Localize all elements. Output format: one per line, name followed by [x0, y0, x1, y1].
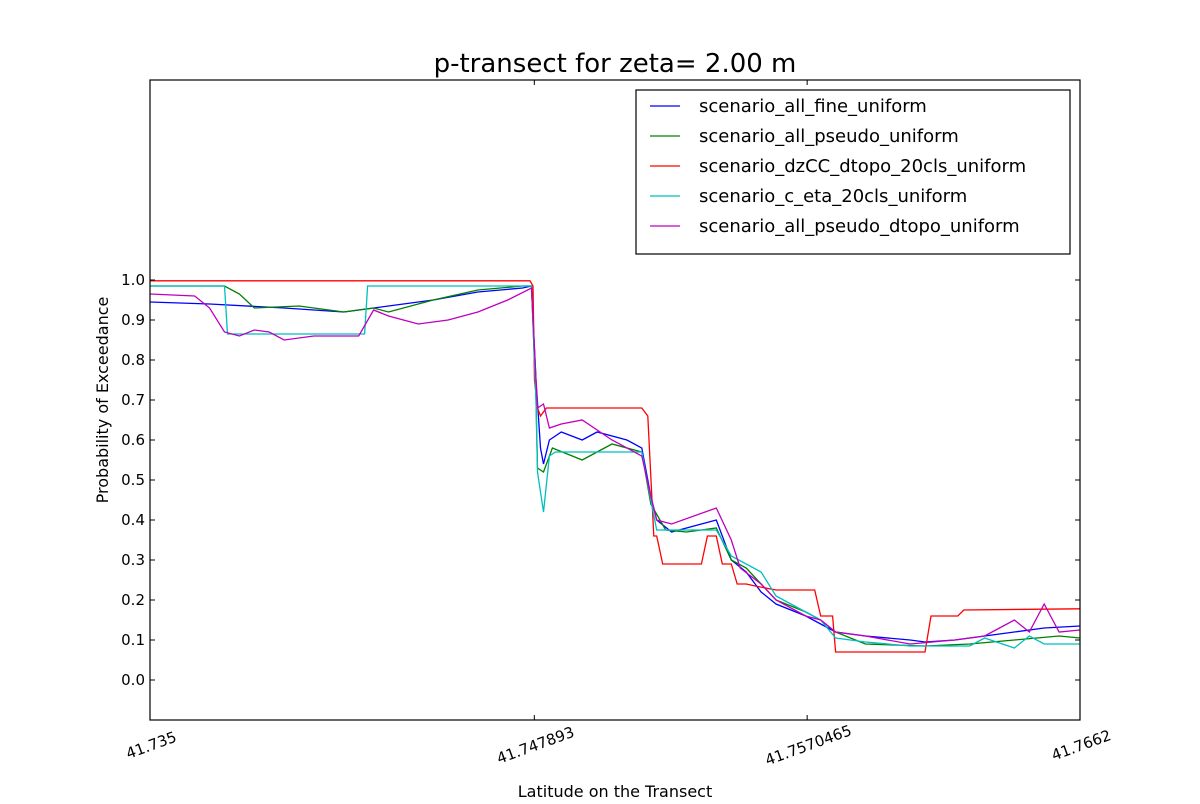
y-tick-label: 0.4 — [121, 511, 145, 529]
legend: scenario_all_fine_uniform scenario_all_ps… — [635, 89, 1071, 255]
series-line-4 — [149, 286, 1081, 645]
y-tick-label: 0.7 — [121, 391, 145, 409]
y-tick-label: 0.3 — [121, 551, 145, 569]
x-tick-label: 41.747893 — [494, 723, 576, 768]
y-tick-label: 1.0 — [121, 271, 145, 289]
series-line-2 — [150, 280, 1081, 653]
y-tick-label: 0.1 — [121, 631, 145, 649]
y-tick-label: 0.2 — [121, 591, 145, 609]
x-tick-label: 41.7570465 — [763, 721, 854, 769]
legend-label-0: scenario_all_fine_uniform — [699, 96, 927, 117]
legend-label-1: scenario_all_pseudo_uniform — [699, 126, 959, 147]
series-line-3 — [150, 285, 1080, 649]
x-axis-label: Latitude on the Transect — [518, 782, 713, 800]
legend-label-3: scenario_c_eta_20cls_uniform — [699, 186, 967, 207]
series-layer — [149, 280, 1081, 653]
legend-label-2: scenario_dzCC_dtopo_20cls_uniform — [699, 156, 1026, 177]
y-tick-label: 0.9 — [121, 311, 145, 329]
legend-box — [635, 89, 1071, 255]
y-axis-label: Probability of Exceedance — [93, 297, 112, 504]
y-tick-label: 0.0 — [121, 671, 145, 689]
series-line-1 — [150, 285, 1081, 647]
chart-title: p-transect for zeta= 2.00 m — [434, 49, 797, 79]
legend-label-4: scenario_all_pseudo_dtopo_uniform — [699, 216, 1020, 237]
y-tick-label: 0.6 — [121, 431, 145, 449]
x-tick-label: 41.735 — [124, 728, 179, 763]
y-tick-label: 0.8 — [121, 351, 145, 369]
y-tick-label: 0.5 — [121, 471, 145, 489]
x-tick-label: 41.7662 — [1049, 726, 1113, 764]
